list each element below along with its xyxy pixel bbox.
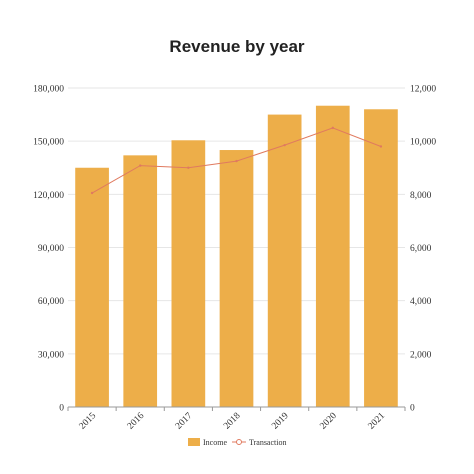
transaction-point bbox=[235, 159, 238, 163]
left-y-tick-label: 30,000 bbox=[38, 350, 64, 360]
income-bar bbox=[267, 114, 302, 407]
income-bar bbox=[315, 105, 350, 407]
legend-income-label[interactable]: Income bbox=[203, 438, 227, 447]
right-y-tick-label: 0 bbox=[410, 404, 415, 414]
x-tick-label: 2018 bbox=[222, 411, 243, 432]
left-y-tick-label: 60,000 bbox=[38, 297, 64, 307]
income-bars bbox=[75, 105, 398, 408]
income-bar bbox=[123, 155, 158, 407]
x-tick-label: 2016 bbox=[126, 411, 147, 432]
legend-income-swatch[interactable] bbox=[188, 438, 200, 446]
legend[interactable]: Income Transaction bbox=[188, 438, 286, 447]
right-y-axis: 0 2,000 4,000 6,000 8,000 10,000 12,000 bbox=[410, 85, 436, 414]
income-bar bbox=[364, 109, 398, 408]
left-y-tick-label: 120,000 bbox=[33, 191, 64, 201]
x-tick-label: 2017 bbox=[174, 411, 195, 432]
x-axis: 2015 2016 2017 2018 2019 2020 2021 bbox=[67, 406, 406, 432]
transaction-point bbox=[283, 143, 286, 147]
right-y-tick-label: 10,000 bbox=[410, 138, 436, 148]
chart-title: Revenue by year bbox=[169, 37, 305, 56]
left-y-tick-label: 180,000 bbox=[33, 85, 64, 95]
right-y-tick-label: 6,000 bbox=[410, 244, 432, 254]
x-tick-label: 2021 bbox=[367, 411, 388, 432]
x-tick-label: 2015 bbox=[78, 411, 99, 432]
income-bar bbox=[219, 150, 254, 407]
transaction-point bbox=[139, 164, 142, 167]
right-y-tick-label: 8,000 bbox=[410, 191, 432, 201]
x-tick-label: 2019 bbox=[270, 411, 291, 432]
legend-transaction-marker-icon[interactable] bbox=[236, 439, 242, 445]
right-y-tick-label: 2,000 bbox=[410, 350, 432, 360]
income-bar bbox=[75, 167, 109, 407]
income-bar bbox=[171, 140, 206, 407]
transaction-point bbox=[90, 191, 94, 195]
left-y-axis: 0 30,000 60,000 90,000 120,000 150,000 180,000 bbox=[33, 85, 64, 414]
left-y-tick-label: 90,000 bbox=[38, 244, 64, 254]
x-tick-label: 2020 bbox=[318, 411, 339, 432]
transaction-point bbox=[187, 166, 190, 169]
legend-transaction-label[interactable]: Transaction bbox=[249, 438, 286, 447]
left-y-tick-label: 0 bbox=[59, 404, 64, 414]
transaction-point bbox=[379, 145, 383, 148]
transaction-point bbox=[331, 126, 334, 130]
right-y-tick-label: 12,000 bbox=[410, 85, 436, 95]
right-y-tick-label: 4,000 bbox=[410, 297, 432, 307]
transaction-line bbox=[90, 126, 383, 195]
left-y-tick-label: 150,000 bbox=[33, 138, 64, 148]
